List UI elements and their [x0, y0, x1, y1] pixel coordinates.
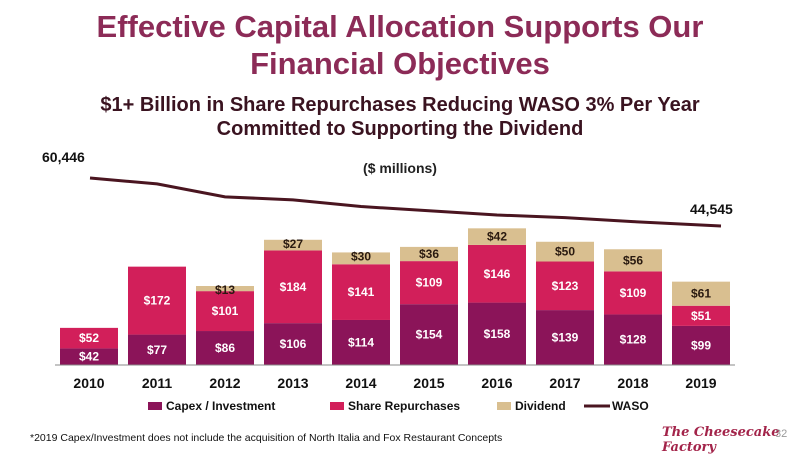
x-tick-2010: 2010 [73, 375, 104, 391]
data-label-capex-2016: $158 [484, 327, 511, 341]
data-label-repurchases-2010: $52 [79, 331, 99, 345]
subtitle-line-1: $1+ Billion in Share Repurchases Reducin… [100, 94, 700, 116]
bar-capex-2012 [196, 331, 254, 365]
bar-repurchases-2012 [196, 291, 254, 332]
data-label-capex-2010: $42 [79, 350, 99, 364]
data-label-capex-2017: $139 [552, 331, 579, 345]
bar-repurchases-2017 [536, 261, 594, 311]
data-label-dividend-2012: $13 [215, 283, 235, 297]
bar-capex-2013 [264, 323, 322, 365]
x-tick-2015: 2015 [413, 375, 444, 391]
bar-capex-2014 [332, 319, 390, 365]
x-tick-2018: 2018 [617, 375, 648, 391]
legend-capex-swatch [148, 402, 162, 410]
footnote: *2019 Capex/Investment does not include … [30, 432, 503, 444]
bar-dividend-2012 [196, 286, 254, 292]
page-title: Effective Capital Allocation Supports Ou… [0, 8, 800, 82]
data-label-dividend-2017: $50 [555, 245, 575, 259]
bar-repurchases-2011 [128, 266, 186, 335]
legend-waso-text: WASO [612, 399, 649, 413]
bar-dividend-2019 [672, 281, 730, 306]
bar-repurchases-2010 [60, 327, 118, 349]
data-label-dividend-2018: $56 [623, 253, 643, 267]
x-tick-2017: 2017 [549, 375, 580, 391]
data-label-capex-2011: $77 [147, 343, 167, 357]
legend-capex-text: Capex / Investment [166, 399, 275, 413]
legend-dividend-text: Dividend [515, 399, 566, 413]
data-label-dividend-2019: $61 [691, 287, 711, 301]
x-tick-2014: 2014 [345, 375, 376, 391]
x-tick-2012: 2012 [209, 375, 240, 391]
waso-line [89, 176, 722, 228]
data-label-repurchases-2013: $184 [280, 280, 307, 294]
x-tick-2019: 2019 [685, 375, 716, 391]
data-label-capex-2015: $154 [416, 328, 443, 342]
waso-label-2010: 60,446 [42, 149, 85, 165]
bar-repurchases-2019 [672, 305, 730, 326]
bar-repurchases-2018 [604, 271, 662, 315]
x-tick-2013: 2013 [277, 375, 308, 391]
data-label-repurchases-2012: $101 [212, 304, 239, 318]
bar-dividend-2016 [468, 228, 526, 245]
bar-capex-2011 [128, 334, 186, 365]
bar-capex-2018 [604, 314, 662, 365]
bar-capex-2016 [468, 302, 526, 365]
data-label-repurchases-2015: $109 [416, 276, 443, 290]
bar-capex-2017 [536, 310, 594, 365]
data-label-capex-2019: $99 [691, 338, 711, 352]
bar-dividend-2014 [332, 252, 390, 265]
bar-capex-2010 [60, 348, 118, 365]
data-label-repurchases-2016: $146 [484, 267, 511, 281]
subtitle-line-2: Committed to Supporting the Dividend [216, 118, 584, 140]
bar-capex-2019 [672, 325, 730, 365]
title-line-2: Financial Objectives [250, 46, 550, 81]
legend-dividend-swatch [497, 402, 511, 410]
unit-label: ($ millions) [363, 160, 437, 176]
page-subtitle: $1+ Billion in Share Repurchases Reducin… [0, 93, 800, 141]
bar-repurchases-2016 [468, 244, 526, 303]
data-label-dividend-2014: $30 [351, 249, 371, 263]
data-label-repurchases-2017: $123 [552, 279, 579, 293]
bar-capex-2015 [400, 304, 458, 365]
bar-repurchases-2014 [332, 264, 390, 320]
x-tick-2011: 2011 [142, 375, 173, 391]
data-label-capex-2014: $114 [348, 335, 374, 349]
bar-dividend-2013 [264, 239, 322, 251]
data-label-dividend-2016: $42 [487, 230, 507, 244]
page-number: 32 [775, 428, 788, 440]
bar-repurchases-2013 [264, 250, 322, 324]
legend-repurchases-swatch [330, 402, 344, 410]
title-line-1: Effective Capital Allocation Supports Ou… [96, 9, 704, 44]
data-label-repurchases-2011: $172 [144, 294, 171, 308]
bar-dividend-2015 [400, 246, 458, 262]
bar-dividend-2018 [604, 249, 662, 272]
waso-label-2019: 44,545 [690, 201, 733, 217]
data-label-dividend-2015: $36 [419, 247, 439, 261]
bar-dividend-2017 [536, 241, 594, 262]
bar-repurchases-2015 [400, 261, 458, 305]
data-label-dividend-2013: $27 [283, 237, 303, 251]
data-label-capex-2013: $106 [280, 337, 307, 351]
legend-repurchases-text: Share Repurchases [348, 399, 460, 413]
data-label-capex-2012: $86 [215, 341, 235, 355]
data-label-repurchases-2019: $51 [691, 309, 711, 323]
data-label-repurchases-2014: $141 [348, 285, 375, 299]
x-tick-2016: 2016 [481, 375, 512, 391]
data-label-capex-2018: $128 [620, 333, 647, 347]
data-label-repurchases-2018: $109 [620, 286, 647, 300]
